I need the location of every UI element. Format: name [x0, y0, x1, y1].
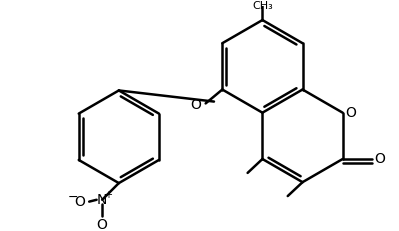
Text: O: O — [346, 106, 356, 120]
Text: −: − — [67, 191, 78, 204]
Text: +: + — [104, 190, 112, 200]
Text: N: N — [97, 193, 107, 207]
Text: O: O — [97, 218, 108, 231]
Text: O: O — [75, 195, 85, 209]
Text: O: O — [374, 152, 385, 166]
Text: O: O — [190, 98, 201, 112]
Text: CH₃: CH₃ — [252, 1, 273, 11]
